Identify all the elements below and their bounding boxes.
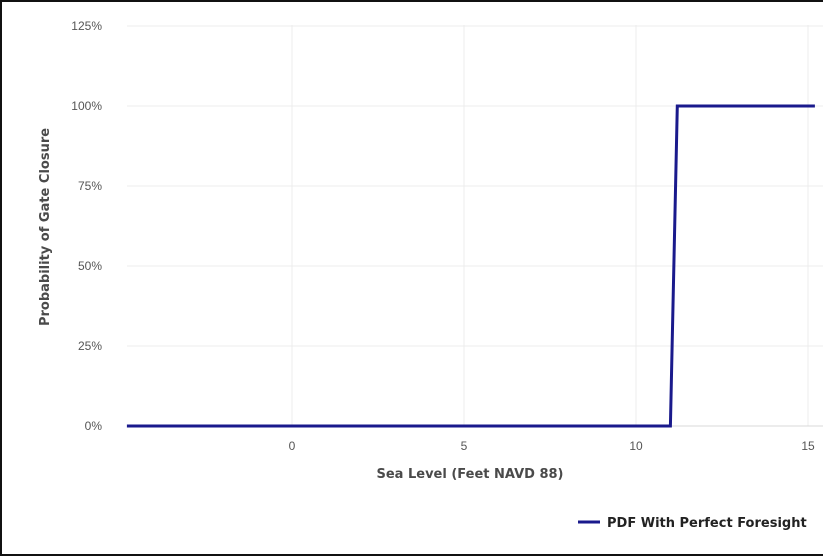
x-tick-label: 10 [629,439,643,453]
x-tick-label: 15 [801,439,815,453]
series-layer [126,104,815,428]
y-tick-labels: 0% 25% 50% 75% 100% 125% [71,19,102,433]
x-tick-label: 5 [461,439,468,453]
legend-label: PDF With Perfect Foresight [607,516,807,531]
grid [127,25,823,427]
x-tick-labels: 0 5 10 15 [289,439,815,453]
y-tick-label: 100% [71,99,102,113]
y-axis-title: Probability of Gate Closure [38,128,53,326]
y-tick-label: 25% [78,339,102,353]
legend[interactable]: PDF With Perfect Foresight [578,516,807,531]
y-tick-label: 50% [78,259,102,273]
y-tick-label: 75% [78,179,102,193]
series-line[interactable] [126,104,815,428]
x-tick-label: 0 [289,439,296,453]
x-axis-title: Sea Level (Feet NAVD 88) [377,467,564,482]
y-tick-label: 0% [85,419,103,433]
y-tick-label: 125% [71,19,102,33]
